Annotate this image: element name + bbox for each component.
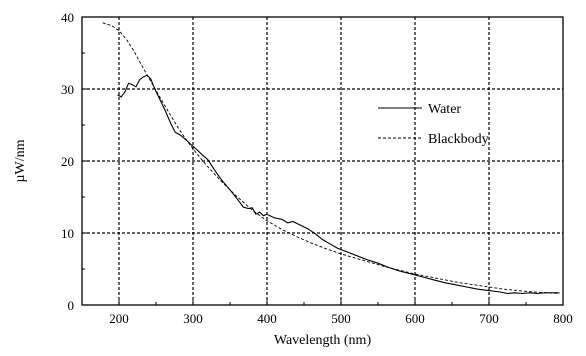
- legend-label-water: Water: [428, 102, 461, 117]
- x-tick-label-700: 700: [479, 311, 499, 326]
- x-tick-label-400: 400: [257, 311, 277, 326]
- legend: Water Blackbody: [378, 102, 489, 147]
- grid: [82, 17, 563, 305]
- y-tick-label-20: 20: [61, 154, 74, 169]
- y-tick-label-10: 10: [61, 226, 74, 241]
- x-tick-label-600: 600: [405, 311, 425, 326]
- y-axis-label: µW/nm: [13, 139, 28, 182]
- x-tick-label-200: 200: [109, 311, 129, 326]
- y-tick-label-40: 40: [61, 10, 74, 25]
- x-tick-label-800: 800: [553, 311, 573, 326]
- x-tick-label-500: 500: [331, 311, 351, 326]
- legend-label-blackbody: Blackbody: [428, 132, 489, 147]
- y-tick-label-30: 30: [61, 82, 74, 97]
- y-tick-label-0: 0: [68, 298, 75, 313]
- x-tick-label-300: 300: [183, 311, 203, 326]
- series-line-blackbody: [102, 22, 560, 294]
- x-axis-label: Wavelength (nm): [274, 333, 372, 348]
- series: [102, 22, 560, 295]
- axis-ticks: 200 300 400 500 600 700 800 0 10 20 30 40: [61, 10, 573, 326]
- series-line-water: [117, 74, 560, 295]
